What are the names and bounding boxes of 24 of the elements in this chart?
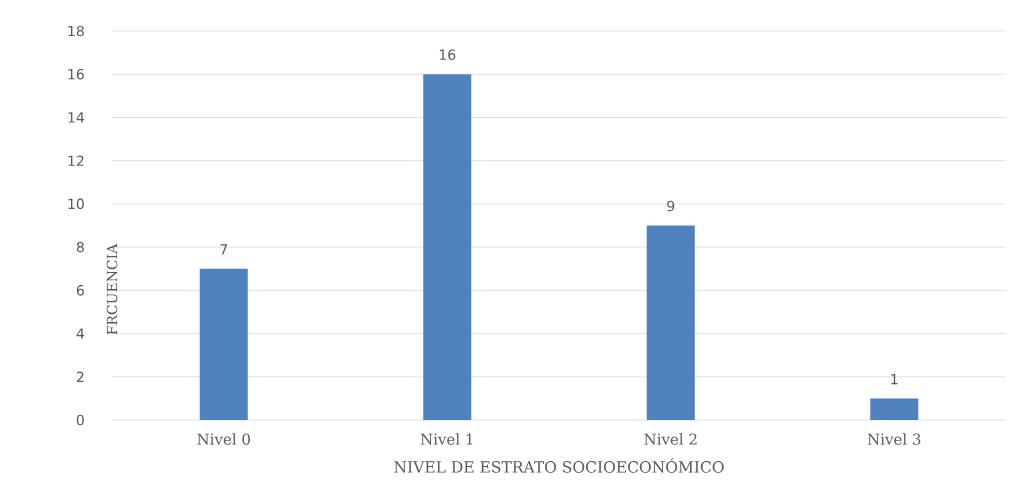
y-tick-label: 6 [76,285,84,296]
bar [423,74,472,420]
bar [646,225,695,420]
data-label: 16 [439,49,456,61]
y-tick-label: 0 [76,414,84,426]
x-tick-label: Nivel 2 [644,433,697,445]
bar [870,398,919,420]
x-tick-label: Nivel 3 [867,433,921,445]
data-label: 7 [220,244,228,255]
y-tick-label: 12 [68,155,84,166]
y-tick-label: 18 [68,25,84,37]
x-axis-title: NIVEL DE ESTRATO SOCIOECONÓMICO [394,458,724,473]
data-label: 9 [667,200,675,212]
y-tick-label: 8 [76,241,84,253]
y-tick-label: 16 [68,68,84,80]
y-tick-label: 2 [76,371,84,382]
bar [199,268,248,420]
x-tick-label: Nivel 0 [197,433,250,445]
y-tick-label: 10 [68,198,84,210]
y-tick-label: 4 [76,328,85,339]
y-axis-title: FRCUENCIA [106,243,118,335]
y-tick-label: 14 [68,112,85,123]
data-label: 1 [891,373,898,385]
x-tick-label: Nivel 1 [420,433,473,445]
